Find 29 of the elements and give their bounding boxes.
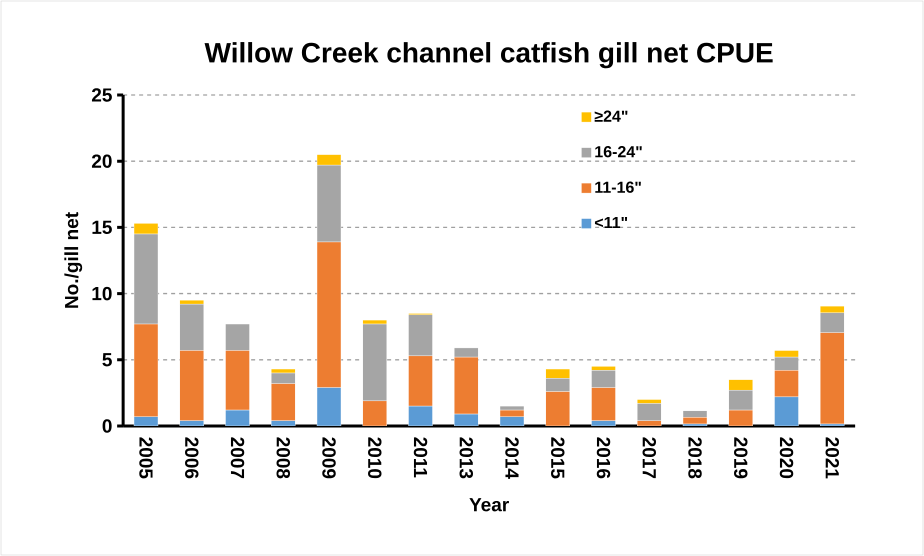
y-tick-label: 20 <box>92 154 112 168</box>
x-tick-label: 2021 <box>826 437 839 478</box>
chart-title: Willow Creek channel catfish gill net CPUE <box>204 42 773 68</box>
x-tick-label: 2020 <box>780 437 794 478</box>
x-tick-label: 2011 <box>414 437 428 478</box>
x-tick-label: 2019 <box>734 437 748 478</box>
y-axis-title: No./gill net <box>64 212 82 308</box>
x-tick-label: 2017 <box>642 437 656 478</box>
x-tick-label: 2016 <box>596 437 610 478</box>
y-tick-label: 25 <box>92 88 112 102</box>
y-tick-label: 0 <box>102 419 112 433</box>
x-tick-label: 2006 <box>185 437 198 478</box>
y-tick-label: 10 <box>92 286 112 300</box>
x-tick-label: 2015 <box>551 437 564 478</box>
x-axis-title: Year <box>469 498 509 512</box>
x-tick-label: 2007 <box>230 437 244 478</box>
x-tick-label: 2018 <box>688 437 702 478</box>
x-tick-label: 2010 <box>368 437 382 478</box>
legend-label: 11-16" <box>595 182 641 193</box>
y-tick-label: 5 <box>102 353 112 366</box>
x-tick-label: 2008 <box>276 437 290 478</box>
x-tick-label: 2014 <box>505 437 519 479</box>
x-tick-label: 2013 <box>460 437 474 478</box>
legend-label: 16-24" <box>595 146 642 158</box>
x-tick-label: 2009 <box>322 437 336 478</box>
legend-label: <11" <box>594 217 628 228</box>
legend-label: ≥24" <box>594 110 628 122</box>
y-tick-label: 15 <box>92 220 112 234</box>
x-tick-label: 2005 <box>139 437 153 478</box>
